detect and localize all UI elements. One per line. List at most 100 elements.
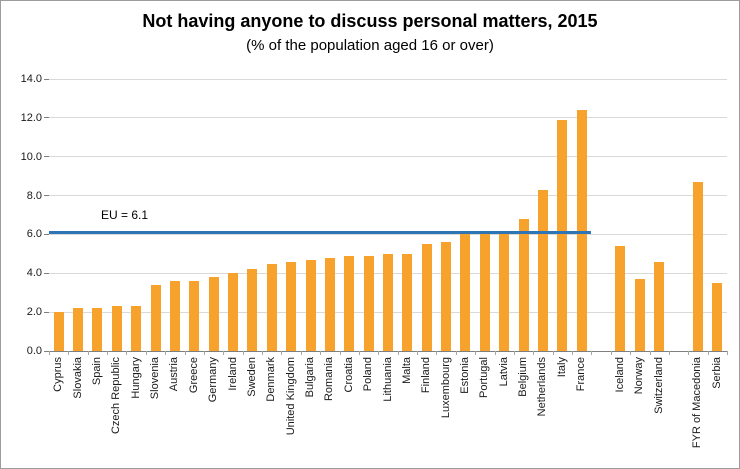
y-axis-tick-label: 12.0 [20,111,42,124]
x-axis-label: Bulgaria [304,357,316,398]
x-axis-label: Slovakia [71,357,84,399]
y-axis-tick [44,117,49,119]
y-axis-tick [44,311,49,313]
bar [267,264,277,351]
bar [228,273,238,351]
x-axis-label: Italy [555,357,568,378]
bar [364,256,374,351]
eu-average-line [49,230,591,234]
x-axis-tick [319,351,321,355]
x-axis-tick [474,351,476,355]
chart-title: Not having anyone to discuss personal ma… [142,11,598,31]
x-axis-tick [687,351,689,355]
x-axis-label: Belgium [517,357,530,397]
x-axis-tick [610,351,612,355]
x-axis-label: Hungary [129,357,142,399]
x-axis-label: Poland [362,357,375,392]
x-axis-line [49,351,727,352]
x-axis-tick [590,351,592,355]
x-axis-tick [571,351,573,355]
x-axis-label: Germany [207,357,220,403]
x-axis-tick [145,351,147,355]
x-axis-label: Cyprus [52,357,65,392]
y-axis-tick [44,233,49,235]
x-axis-tick [726,351,728,355]
x-axis-tick [416,351,418,355]
gridline [49,195,727,197]
y-axis-tick-label: 10.0 [20,150,42,163]
x-axis-label: France [575,357,588,392]
x-axis-tick [106,351,108,355]
bar [112,306,122,351]
bar [306,260,316,351]
y-axis-tick [44,350,49,352]
x-axis-label: Portugal [478,357,491,398]
bar [615,246,625,351]
x-axis-tick [435,351,437,355]
eu-average-label: EU = 6.1 [101,208,149,223]
y-axis-tick [44,195,49,197]
x-axis-label: FYR of Macedonia [691,357,704,449]
bar [635,279,645,351]
x-axis-tick [494,351,496,355]
y-axis-tick-label: 4.0 [26,267,42,280]
x-axis-label: Greece [187,357,200,394]
x-axis-label: Spain [90,357,103,386]
bar [131,306,141,351]
x-axis-tick [67,351,69,355]
x-axis-label: Croatia [342,357,355,393]
bar [441,242,451,351]
bar [654,262,664,351]
x-axis-label: Serbia [710,357,723,389]
bar [499,232,509,351]
bar [54,312,64,351]
bar [151,285,161,351]
chart-subtitle: (% of the population aged 16 or over) [246,37,494,54]
x-axis-tick [184,351,186,355]
x-axis-tick [707,351,709,355]
y-axis-tick [44,78,49,80]
x-axis-tick [222,351,224,355]
x-axis-label: Norway [633,357,646,395]
x-axis-label: Ireland [226,357,239,391]
x-axis-tick [532,351,534,355]
y-axis-tick-label: 8.0 [26,189,42,202]
y-axis-tick-label: 6.0 [26,228,42,241]
bar [577,110,587,351]
x-axis-tick [300,351,302,355]
x-axis-label: Sweden [245,357,258,397]
gridline [49,117,727,119]
bar [402,254,412,351]
x-axis-tick [513,351,515,355]
x-axis-label: Netherlands [536,357,549,417]
bar [519,219,529,351]
bar [92,308,102,351]
x-axis-label: Austria [168,357,181,392]
bar [557,120,567,351]
gridline [49,233,727,235]
y-axis-tick-label: 2.0 [26,306,42,319]
bar [344,256,354,351]
bar [383,254,393,351]
x-axis-label: Slovenia [149,357,162,400]
bar [480,234,490,351]
bar [325,258,335,351]
x-axis-label: Romania [323,357,336,402]
x-axis-label: Denmark [265,357,278,402]
x-axis-label: Lithuania [381,357,394,402]
x-axis-label: Luxembourg [439,357,452,419]
x-axis-tick [629,351,631,355]
x-axis-label: Latvia [497,357,510,387]
y-axis-tick [44,272,49,274]
y-axis-tick-label: 14.0 [20,73,42,85]
x-axis-tick [203,351,205,355]
x-axis-label: United Kingdom [284,357,297,436]
bar [422,244,432,351]
x-axis-label: Estonia [458,357,471,394]
bar [170,281,180,351]
x-axis-tick [668,351,670,355]
x-axis-tick [377,351,379,355]
bar [247,269,257,351]
x-axis-tick [455,351,457,355]
